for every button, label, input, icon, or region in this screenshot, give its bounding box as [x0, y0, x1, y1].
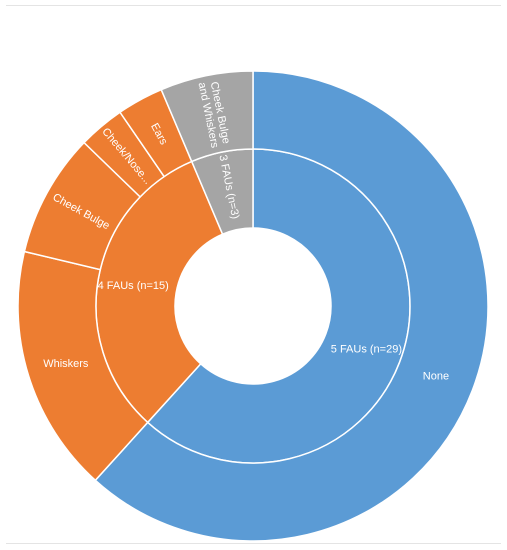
- cheek-bulge-and-whiskers-outer-segment: [160, 70, 254, 163]
- 4-faus-n-15-label: 4 FAUs (n=15): [98, 280, 169, 292]
- inner-ring: [95, 148, 411, 464]
- outer-ring: [17, 70, 489, 542]
- none-outer-segment: [94, 70, 489, 542]
- 5-faus-n-29-label: 5 FAUs (n=29): [331, 344, 402, 356]
- none-label: None: [423, 370, 449, 382]
- chart-frame-top: [6, 5, 501, 6]
- whiskers-label: Whiskers: [43, 358, 89, 370]
- chart-frame-bottom: [6, 543, 501, 544]
